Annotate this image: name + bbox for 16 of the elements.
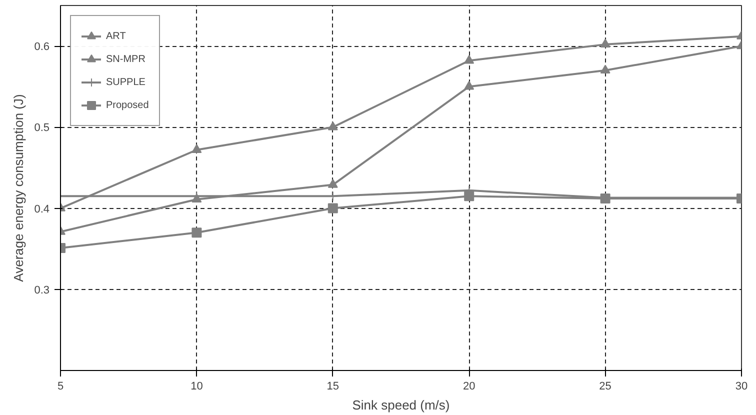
legend-label: SUPPLE (106, 76, 146, 88)
x-tick-label: 25 (599, 380, 612, 392)
y-tick-label: 0.4 (34, 203, 50, 216)
x-axis-title: Sink speed (m/s) (352, 398, 450, 412)
y-tick-label: 0.6 (34, 41, 50, 54)
x-tick-label: 10 (190, 380, 203, 392)
x-tick-label: 20 (462, 380, 476, 392)
legend-label: Proposed (106, 100, 149, 110)
legend-label: ART (106, 30, 126, 42)
y-tick-label: 0.3 (34, 284, 50, 296)
legend-label: SN-MPR (106, 54, 146, 64)
y-axis-title: Average energy consumption (J) (11, 94, 26, 282)
y-tick-label: 0.5 (34, 122, 50, 134)
x-tick-label: 15 (326, 380, 340, 392)
x-tick-label: 5 (57, 380, 64, 392)
x-tick-label: 30 (735, 380, 748, 392)
